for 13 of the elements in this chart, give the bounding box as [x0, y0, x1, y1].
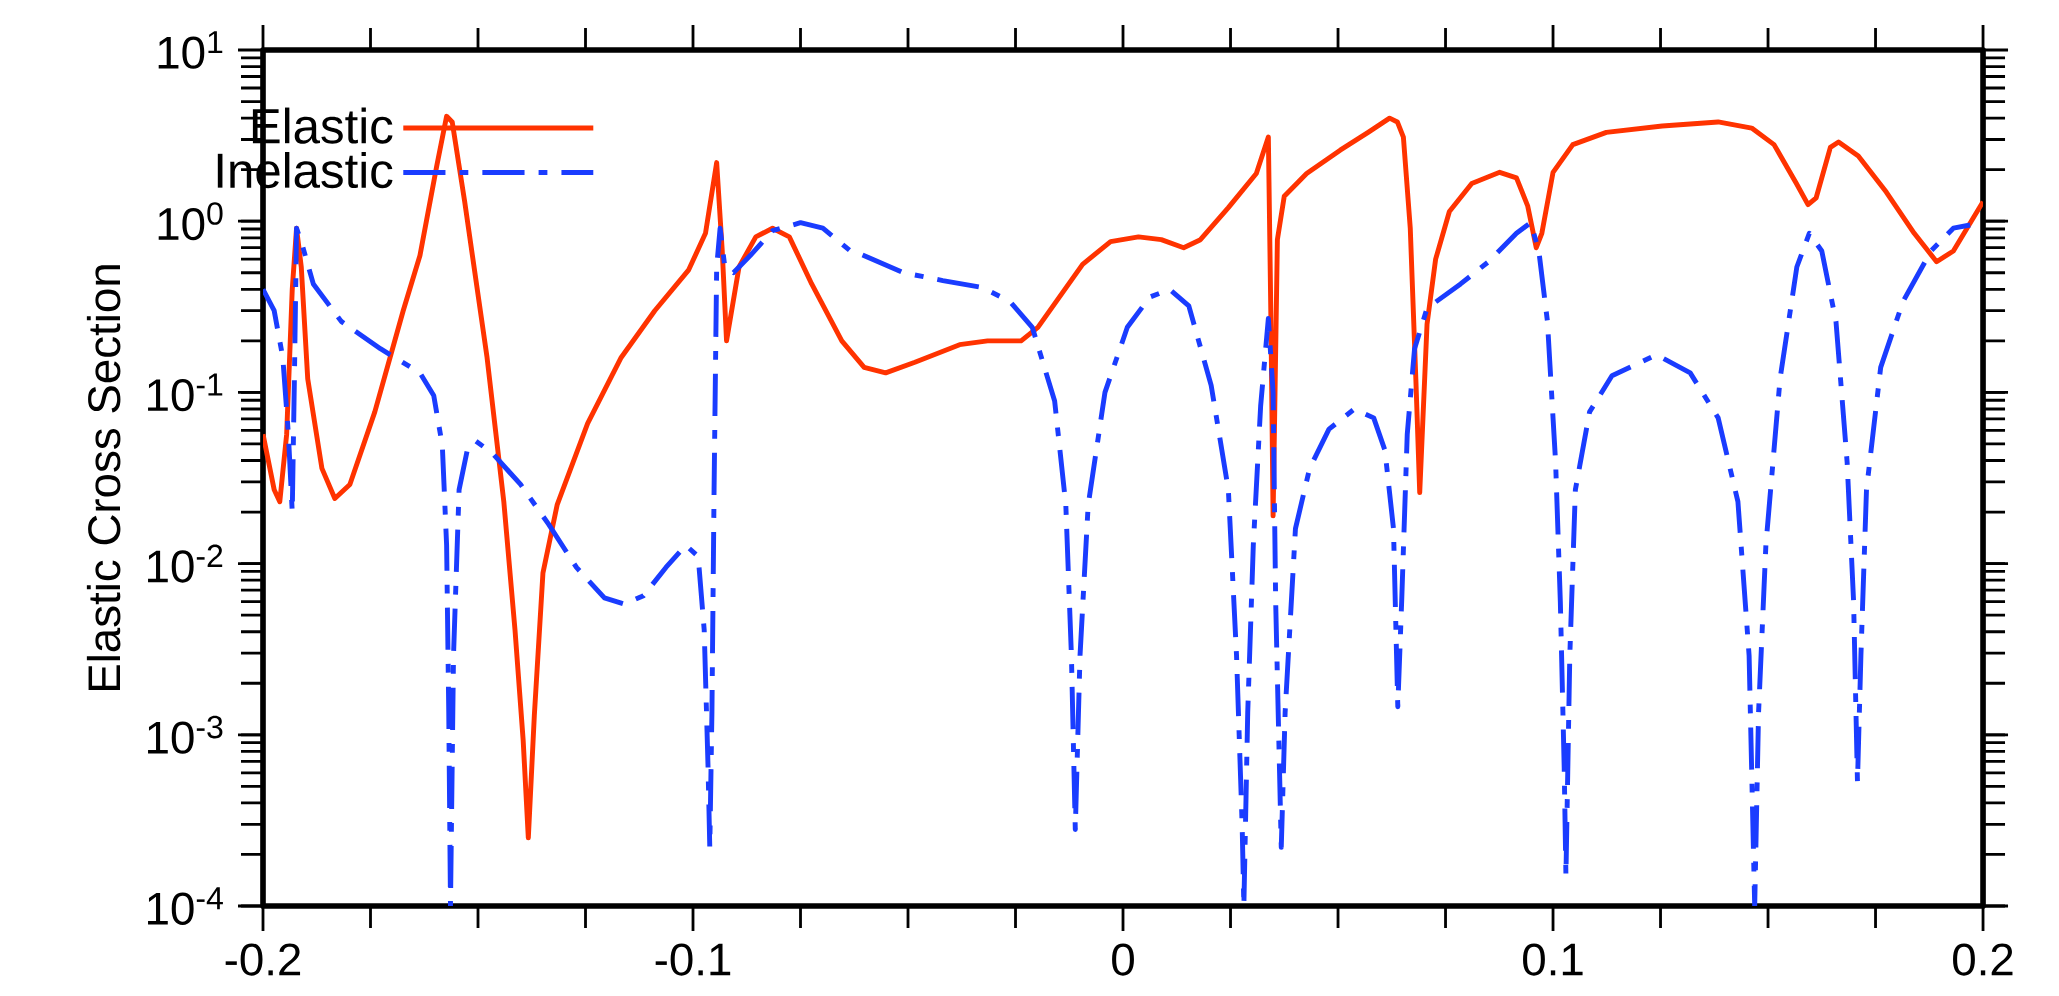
x-tick-label: -0.2 — [225, 943, 301, 976]
x-tick-label: 0 — [1112, 943, 1134, 976]
y-tick-label: 10$^{0}$ — [158, 202, 223, 241]
y-tick-label: 10$^{-2}$ — [148, 544, 223, 583]
x-tick-label: 0.2 — [1953, 943, 2013, 976]
y-axis-title: Elastic Cross Section — [86, 265, 121, 691]
y-tick-label: 10$^{1}$ — [158, 31, 223, 69]
x-tick-label: 0.1 — [1523, 943, 1583, 976]
y-tick-label: 10$^{-1}$ — [148, 373, 223, 412]
line-series — [263, 220, 1973, 907]
y-tick-label: 10$^{-3}$ — [148, 715, 223, 754]
x-tick-label: -0.1 — [655, 943, 731, 976]
y-tick-label: 10$^{-4}$ — [148, 887, 223, 925]
